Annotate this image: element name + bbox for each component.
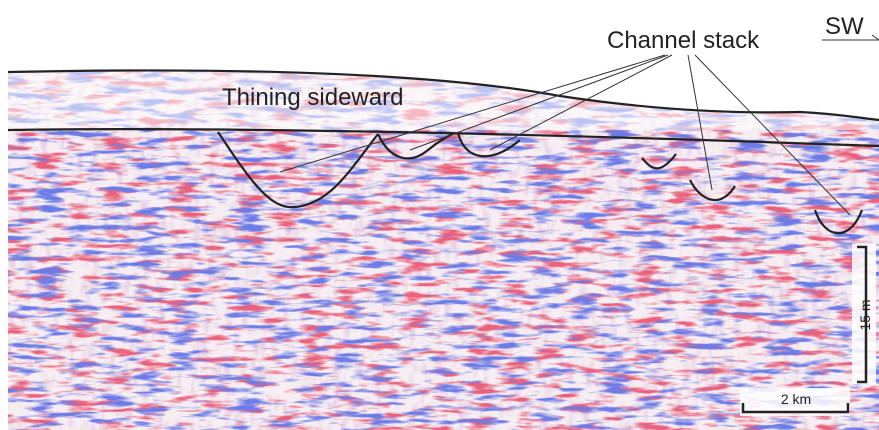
channel-label: Channel stack	[607, 27, 760, 54]
vertical-scale-label: 15 m	[857, 299, 873, 330]
vertical-scale: 15 m	[852, 244, 876, 384]
thinning-label: Thining sideward	[222, 84, 403, 111]
horizontal-scale-label: 2 km	[781, 391, 811, 407]
seismic-section	[0, 60, 879, 430]
direction-label: SW	[825, 13, 864, 40]
horizontal-scale: 2 km	[740, 388, 850, 416]
seismic-figure: Channel stack Thining sideward SW 15 m 2…	[0, 0, 879, 430]
